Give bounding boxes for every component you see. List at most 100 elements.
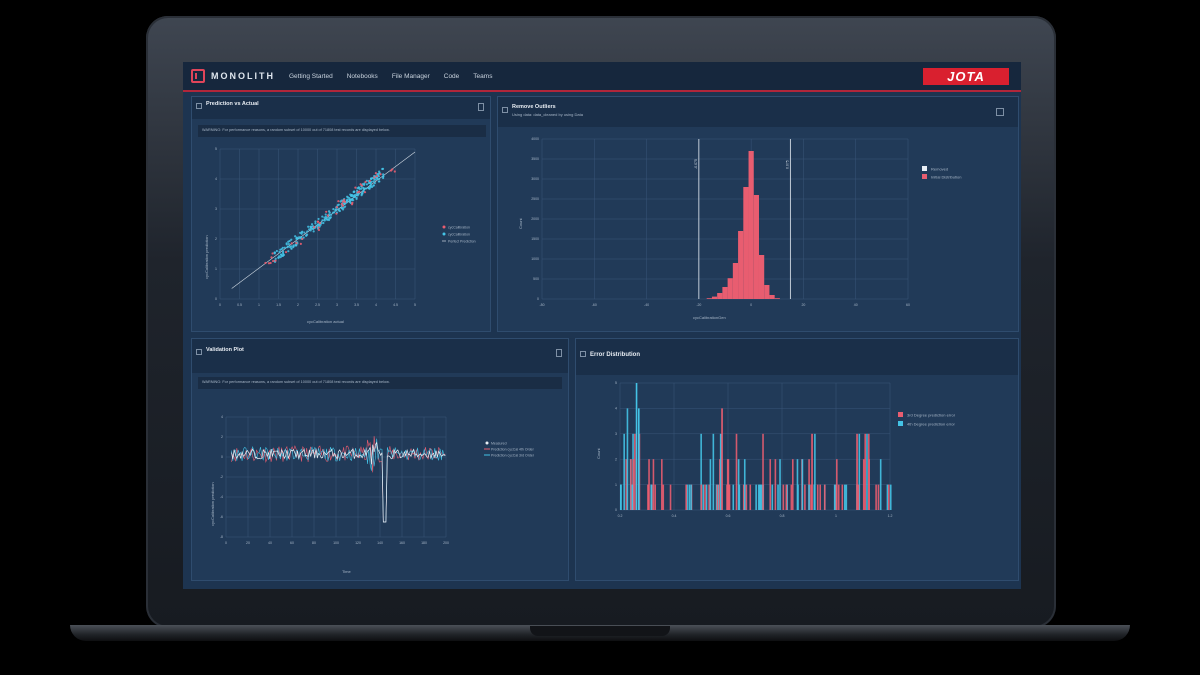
histogram-bar	[748, 151, 754, 299]
panel-menu-icon[interactable]	[478, 103, 484, 111]
legend: 3rd Degree prediction error 4th Degree p…	[898, 412, 956, 427]
data-point	[350, 203, 354, 206]
nav-teams[interactable]: Teams	[473, 72, 493, 80]
histogram-bar	[758, 255, 765, 299]
error-bar	[650, 484, 653, 510]
panel-header: Error Distribution	[576, 339, 1018, 375]
panel-menu-icon[interactable]	[996, 108, 1004, 116]
error-bar	[877, 484, 880, 510]
y-tick-label: 0	[215, 297, 217, 301]
brand-name[interactable]: MONOLITH	[211, 71, 275, 81]
data-point	[363, 191, 367, 194]
x-tick-label: 2.5	[315, 303, 320, 307]
y-tick-label: 4	[221, 415, 223, 419]
monolith-logo-icon[interactable]	[191, 69, 205, 83]
nav-file-manager[interactable]: File Manager	[391, 72, 430, 80]
panel-header: Validation Plot	[192, 339, 568, 373]
legend-swatch	[442, 225, 446, 229]
data-point	[332, 208, 335, 211]
error-bar	[808, 484, 810, 510]
data-point	[332, 211, 336, 214]
data-point	[283, 246, 286, 249]
panel-menu-icon[interactable]	[556, 349, 562, 357]
legend-entry: Measured	[491, 442, 507, 446]
data-point	[381, 167, 384, 171]
drag-handle-icon[interactable]	[580, 351, 586, 357]
error-bar	[630, 459, 632, 510]
data-point	[298, 236, 301, 239]
error-bar	[774, 459, 777, 510]
y-tick-label: 3500	[531, 157, 539, 161]
data-point	[275, 249, 278, 253]
data-point	[273, 252, 276, 255]
error-bar	[755, 484, 757, 510]
data-point	[353, 194, 356, 197]
legend-swatch	[922, 166, 927, 171]
nav-getting-started[interactable]: Getting Started	[289, 72, 333, 80]
drag-handle-icon[interactable]	[196, 349, 202, 355]
error-bar	[816, 484, 819, 510]
y-axis-label: Count	[596, 447, 601, 459]
data-point	[281, 250, 285, 253]
data-point	[374, 172, 377, 175]
data-point	[372, 184, 375, 187]
error-bar	[782, 484, 785, 510]
error-bar	[810, 484, 812, 510]
y-tick-label: 5	[215, 147, 217, 151]
drag-handle-icon[interactable]	[196, 103, 202, 109]
error-bar	[875, 484, 877, 510]
error-bar	[785, 484, 788, 510]
data-point	[335, 206, 339, 209]
error-bar	[844, 484, 846, 510]
legend: Measured Prediction cycCal 4th Order Pre…	[484, 441, 535, 458]
histogram-bar	[738, 231, 744, 299]
data-point	[290, 242, 293, 245]
legend-entry: 3rd Degree prediction error	[907, 413, 956, 418]
data-point	[357, 193, 360, 196]
error-bar	[889, 484, 892, 510]
error-bar	[879, 459, 882, 510]
error-bar	[779, 459, 781, 510]
drag-handle-icon[interactable]	[502, 107, 508, 113]
warning-banner: WARNING: For performance reasons, a rand…	[198, 377, 562, 389]
data-point	[270, 256, 273, 259]
data-point	[361, 191, 364, 195]
data-point	[375, 175, 378, 178]
error-bar	[823, 484, 826, 510]
data-point	[306, 230, 309, 233]
nav-notebooks[interactable]: Notebooks	[346, 72, 378, 80]
data-point	[350, 193, 353, 197]
data-point	[271, 252, 274, 255]
x-tick-label: 100	[333, 541, 339, 545]
data-point	[330, 213, 333, 216]
x-tick-label: 0	[225, 541, 227, 545]
x-tick-label: 160	[399, 541, 405, 545]
legend-swatch	[442, 232, 446, 236]
x-tick-label: 1.2	[888, 514, 893, 518]
nav-code[interactable]: Code	[443, 72, 460, 80]
data-point	[264, 261, 267, 265]
x-tick-label: 0.2	[618, 514, 623, 518]
x-tick-label: 4	[375, 303, 377, 307]
x-tick-label: 0	[750, 303, 752, 307]
error-bar	[726, 459, 729, 510]
x-tick-label: -20	[696, 303, 701, 307]
data-point	[362, 187, 365, 190]
chart-grid: 0.2 0.4 0.6 0.8 1 1.2 0 1 2 3 4 5	[615, 381, 892, 518]
error-bar	[717, 484, 720, 510]
error-bar	[704, 484, 706, 510]
error-bar	[837, 484, 840, 510]
legend: Removed Initial Distribution	[922, 166, 961, 180]
data-point	[338, 209, 341, 213]
x-tick-label: 1	[258, 303, 260, 307]
error-bar	[833, 484, 836, 510]
y-tick-label: 3	[215, 207, 217, 211]
error-bar	[743, 459, 746, 510]
error-bar	[635, 383, 638, 510]
error-bar	[648, 459, 650, 510]
data-point	[301, 237, 304, 240]
histogram-bar	[727, 278, 733, 299]
data-point	[363, 183, 366, 186]
error-bar	[866, 433, 868, 510]
histogram-bar	[722, 287, 728, 299]
